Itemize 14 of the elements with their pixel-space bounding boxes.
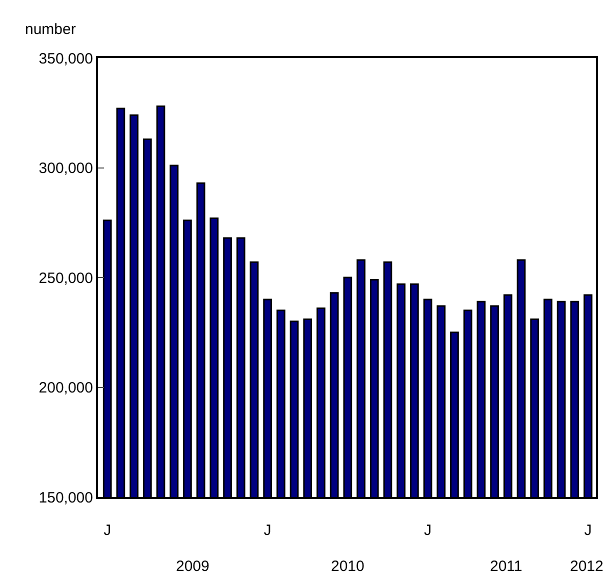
y-axis-title: number [25,21,76,38]
text: 2011 [490,558,522,575]
y-tick-label: 300,000 [38,160,93,177]
x-tick-label: J [584,522,592,539]
text: 2012 [570,558,604,575]
y-tick-label: 350,000 [38,50,93,68]
text: 2010 [331,558,364,575]
x-tick-label: J [424,522,432,539]
y-tick-label: 200,000 [38,380,93,396]
y-tick-label: 250,000 [38,270,93,287]
text: 2009 [176,558,210,575]
x-tick-label: J [264,522,272,539]
x-tick-label: J [104,522,112,539]
y-tick-label: 150,000 [38,489,93,506]
